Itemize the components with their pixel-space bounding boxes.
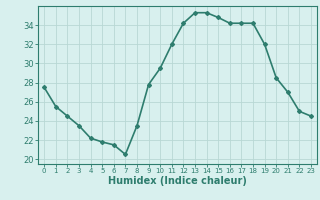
X-axis label: Humidex (Indice chaleur): Humidex (Indice chaleur): [108, 176, 247, 186]
